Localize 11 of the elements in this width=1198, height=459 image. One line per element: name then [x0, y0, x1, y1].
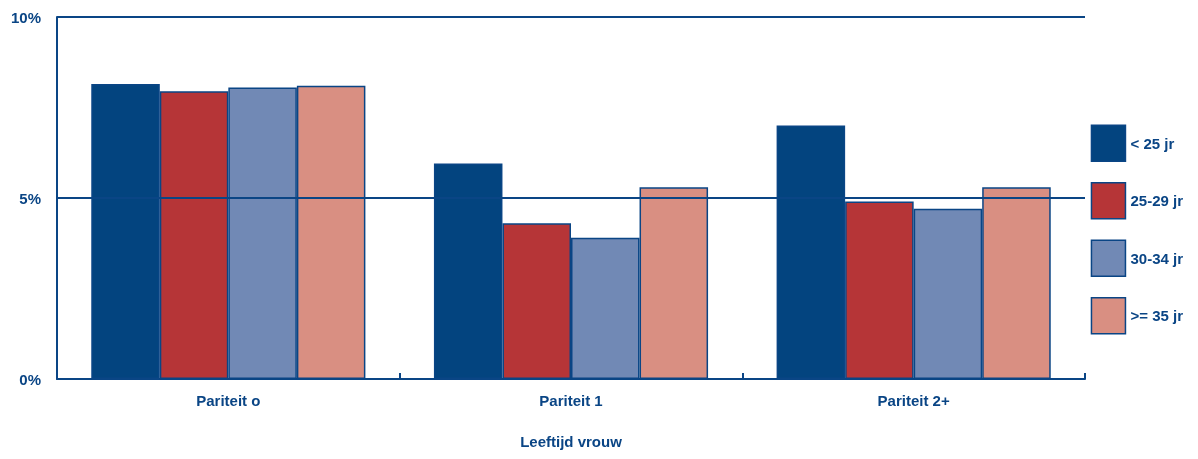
- x-tick-label: Pariteit o: [196, 392, 261, 409]
- legend-label: < 25 jr: [1130, 134, 1175, 152]
- legend-label: >= 35 jr: [1130, 307, 1184, 325]
- x-axis-title: Leeftijd vrouw: [520, 433, 623, 450]
- legend-label: 25-29 jr: [1130, 192, 1184, 210]
- y-tick-label: 0%: [19, 370, 41, 388]
- x-tick-label: Pariteit 1: [539, 392, 603, 409]
- x-tick-label: Pariteit 2+: [877, 392, 950, 409]
- y-tick-label: 5%: [19, 189, 41, 207]
- legend-label: 30-34 jr: [1130, 249, 1184, 267]
- y-tick-label: 10%: [10, 8, 41, 26]
